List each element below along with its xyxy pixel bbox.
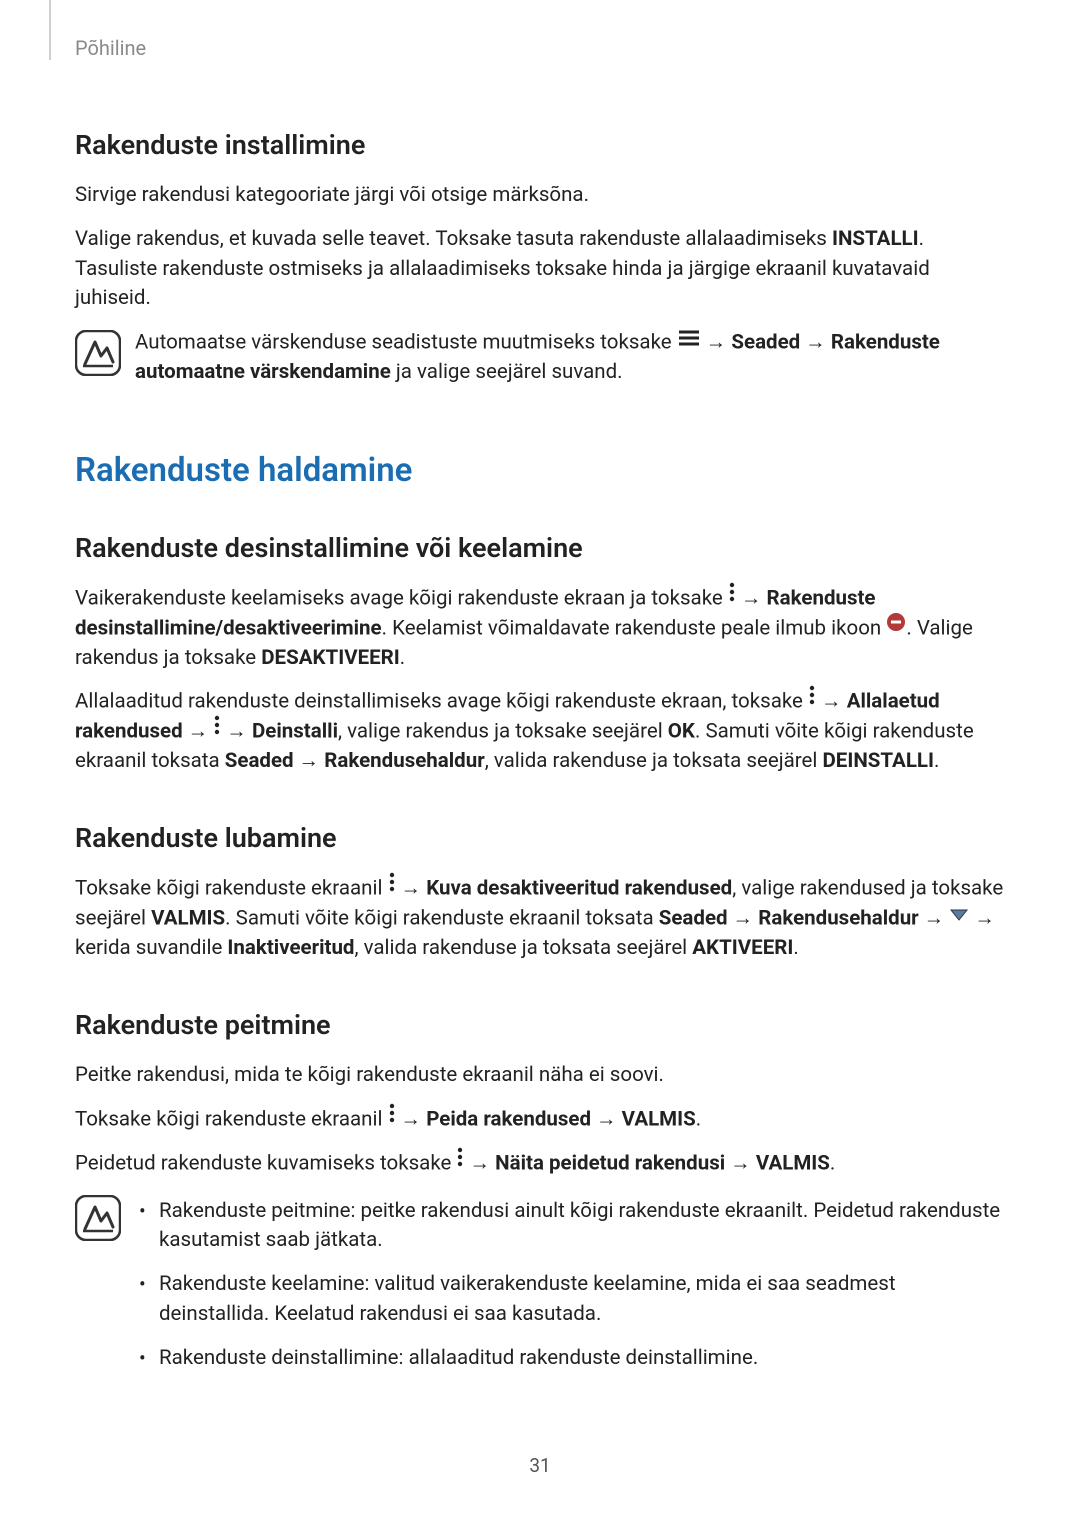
text-span: → [183, 720, 214, 744]
list-item: Rakenduste peitmine: peitke rakendusi ai… [135, 1197, 1005, 1256]
bold-show-deactivated: Kuva desaktiveeritud rakendused [426, 876, 732, 900]
dropdown-triangle-icon [949, 902, 969, 932]
page-number: 31 [0, 1454, 1080, 1477]
text-span: Allalaaditud rakenduste deinstallimiseks… [75, 690, 808, 714]
disable-badge-icon [886, 612, 906, 642]
text-span: → [591, 1107, 622, 1131]
text-span: . [793, 936, 798, 960]
more-vert-icon [456, 1147, 464, 1177]
more-vert-icon [808, 685, 816, 715]
bold-inactive: Inaktiveeritud [227, 936, 354, 960]
bold-activate: AKTIVEERI [692, 936, 793, 960]
bold-seaded: Seaded [731, 330, 800, 354]
text-span: → [919, 906, 950, 930]
text-span: Automaatse värskenduse seadistuste muutm… [135, 330, 677, 354]
uninstall-p2: Allalaaditud rakenduste deinstallimiseks… [75, 687, 1005, 777]
more-vert-icon [728, 582, 736, 612]
text-span: , valida rakenduse ja toksata seejärel [485, 749, 823, 773]
note-content: Automaatse värskenduse seadistuste muutm… [135, 328, 1005, 388]
hamburger-icon [677, 326, 701, 356]
note-text: Automaatse värskenduse seadistuste muutm… [135, 328, 1005, 388]
hide-bullet-list: Rakenduste peitmine: peitke rakendusi ai… [135, 1197, 1005, 1374]
hide-p2: Toksake kõigi rakenduste ekraanil → Peid… [75, 1105, 1005, 1135]
breadcrumb: Põhiline [75, 36, 1005, 60]
bold-deinstalli: Deinstalli [252, 720, 338, 744]
text-span: , valida rakenduse ja toksata seejärel [354, 936, 692, 960]
text-span: Toksake kõigi rakenduste ekraanil [75, 876, 388, 900]
page-border-mark [49, 0, 51, 60]
bold-deinstalli2: DEINSTALLI [822, 749, 934, 773]
text-span: → [800, 330, 831, 354]
hide-p1: Peitke rakendusi, mida te kõigi rakendus… [75, 1061, 1005, 1091]
text-span: , valige rakendus ja toksake seejärel [338, 720, 668, 744]
text-span: ja valige seejärel suvand. [391, 360, 623, 384]
page-content: Põhiline Rakenduste installimine Sirvige… [0, 0, 1080, 1387]
text-span: → [294, 749, 325, 773]
more-vert-icon [213, 715, 221, 745]
install-p2: Valige rakendus, et kuvada selle teavet.… [75, 225, 1005, 314]
bold-seaded2: Seaded [225, 749, 294, 773]
bold-peida: Peida rakendused [426, 1107, 591, 1131]
text-span: . [400, 646, 405, 670]
text-span: . Keelamist võimaldavate rakenduste peal… [382, 616, 887, 640]
text-span: . [830, 1151, 835, 1175]
bold-appmanager: Rakendusehaldur [324, 749, 484, 773]
heading-enable: Rakenduste lubamine [75, 821, 1005, 856]
bold-naita: Näita peidetud rakendusi [495, 1151, 725, 1175]
heading-hide: Rakenduste peitmine [75, 1008, 1005, 1043]
text-span: Peidetud rakenduste kuvamiseks toksake [75, 1151, 456, 1175]
text-span: Toksake kõigi rakenduste ekraanil [75, 1107, 388, 1131]
text-span: . [934, 749, 939, 773]
bold-installi: INSTALLI [832, 227, 919, 251]
text-span: . Samuti võite kõigi rakenduste ekraanil… [225, 906, 659, 930]
more-vert-icon [388, 872, 396, 902]
text-span: → [725, 1151, 756, 1175]
text-span: Valige rakendus, et kuvada selle teavet.… [75, 227, 832, 251]
note-icon [75, 1195, 121, 1241]
hide-p3: Peidetud rakenduste kuvamiseks toksake →… [75, 1149, 1005, 1179]
bold-ok: OK [668, 720, 695, 744]
enable-p1: Toksake kõigi rakenduste ekraanil → Kuva… [75, 874, 1005, 964]
bold-appmanager2: Rakendusehaldur [758, 906, 918, 930]
note-auto-update: Automaatse värskenduse seadistuste muutm… [75, 328, 1005, 388]
heading-manage: Rakenduste haldamine [75, 450, 1005, 493]
install-p1: Sirvige rakendusi kategooriate järgi või… [75, 181, 1005, 211]
text-span: . [696, 1107, 701, 1131]
bold-valmis2: VALMIS [622, 1107, 696, 1131]
bold-valmis3: VALMIS [756, 1151, 830, 1175]
heading-install: Rakenduste installimine [75, 128, 1005, 163]
bold-valmis: VALMIS [151, 906, 225, 930]
note-hide-definitions: Rakenduste peitmine: peitke rakendusi ai… [75, 1193, 1005, 1388]
uninstall-p1: Vaikerakenduste keelamiseks avage kõigi … [75, 584, 1005, 674]
note-content: Rakenduste peitmine: peitke rakendusi ai… [135, 1193, 1005, 1388]
list-item: Rakenduste keelamine: valitud vaikeraken… [135, 1270, 1005, 1329]
heading-uninstall: Rakenduste desinstallimine või keelamine [75, 531, 1005, 566]
text-span: Vaikerakenduste keelamiseks avage kõigi … [75, 586, 728, 610]
more-vert-icon [388, 1103, 396, 1133]
note-icon [75, 330, 121, 376]
bold-deactivate: DESAKTIVEERI [261, 646, 400, 670]
text-span: → [728, 906, 759, 930]
list-item: Rakenduste deinstallimine: allalaaditud … [135, 1344, 1005, 1374]
bold-seaded3: Seaded [659, 906, 728, 930]
